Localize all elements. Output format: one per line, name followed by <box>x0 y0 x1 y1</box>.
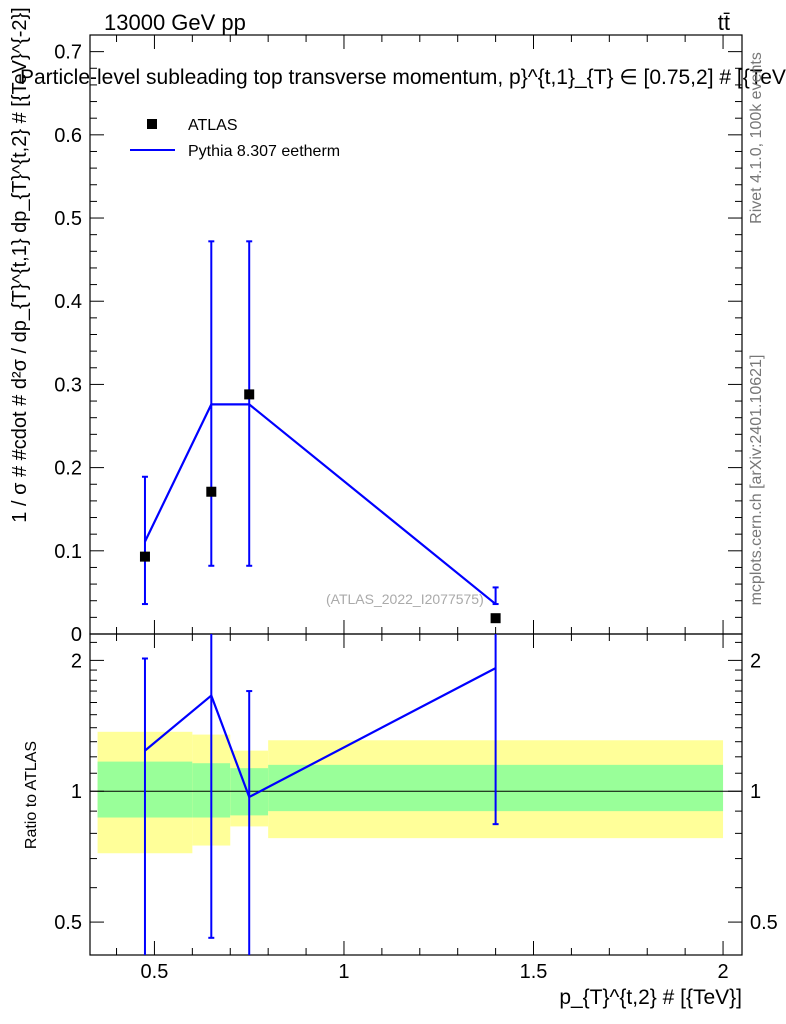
main-y-axis-label: 1 / σ # #cdot # d²σ / dp_{T}^{t,1} dp_{T… <box>9 7 31 522</box>
y-tick-label: 0.7 <box>54 42 82 64</box>
x-axis-label: p_{T}^{t,2} # [{TeV}] <box>559 986 742 1009</box>
legend-atlas-label: ATLAS <box>188 117 238 134</box>
y-tick-label: 0.4 <box>54 291 82 313</box>
y-tick-label: 0.2 <box>54 458 82 480</box>
y-tick-label: 0.6 <box>54 125 82 147</box>
ratio-y-tick-label-right: 0.5 <box>750 912 778 934</box>
x-tick-label: 0.5 <box>141 961 169 983</box>
atlas-data-point <box>244 389 255 400</box>
legend: ATLAS Pythia 8.307 eetherm <box>130 117 340 160</box>
plot-title: Particle-level subleading top transverse… <box>20 66 786 89</box>
y-tick-label: 0 <box>71 624 82 646</box>
process-label: tt̄ <box>718 10 730 35</box>
energy-label: 13000 GeV pp <box>104 10 246 35</box>
atlas-data-point <box>206 486 217 497</box>
rivet-version-label: Rivet 4.1.0, 100k events <box>748 52 765 224</box>
ratio-y-tick-label-left: 0.5 <box>54 912 82 934</box>
ratio-y-tick-label-left: 2 <box>71 650 82 672</box>
y-tick-label: 0.3 <box>54 374 82 396</box>
ratio-plot-panel: 0.5 1 1.5 2 0.5 0.5 1 1 2 2 <box>54 633 778 983</box>
main-plot-panel: 0 0.1 0.2 0.3 0.4 0.5 0.6 0.7 <box>54 34 743 646</box>
x-tick-label: 1.5 <box>520 961 548 983</box>
y-tick-label: 0.1 <box>54 541 82 563</box>
y-tick-label: 0.5 <box>54 208 82 230</box>
atlas-data-point <box>490 613 501 624</box>
ratio-pythia-line <box>144 667 497 799</box>
ratio-y-axis-label: Ratio to ATLAS <box>23 741 40 849</box>
ratio-y-tick-label-right: 1 <box>750 781 761 803</box>
x-tick-label: 1 <box>338 961 349 983</box>
mcplots-label: mcplots.cern.ch [arXiv:2401.10621] <box>748 355 765 606</box>
legend-atlas-marker <box>147 119 157 129</box>
x-tick-label: 2 <box>717 961 728 983</box>
ratio-frame <box>89 633 743 956</box>
atlas-data-point <box>139 551 150 562</box>
legend-pythia-label: Pythia 8.307 eetherm <box>188 143 340 160</box>
ratio-y-tick-label-right: 2 <box>750 650 761 672</box>
ratio-y-tick-label-left: 1 <box>71 781 82 803</box>
pythia-line <box>143 403 497 605</box>
analysis-watermark: (ATLAS_2022_I2077575) <box>326 591 484 607</box>
